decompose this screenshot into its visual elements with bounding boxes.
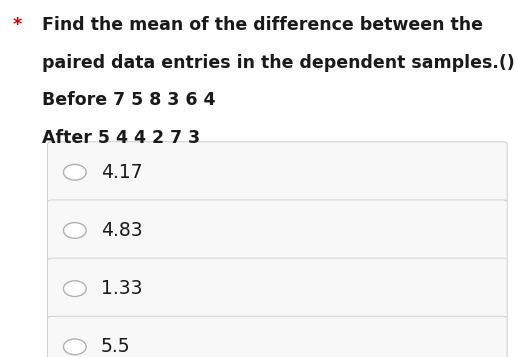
Text: 4.83: 4.83 <box>101 221 142 240</box>
Text: 5.5: 5.5 <box>101 337 130 356</box>
Text: 4.17: 4.17 <box>101 163 142 182</box>
Text: 1.33: 1.33 <box>101 279 142 298</box>
Text: paired data entries in the dependent samples.(): paired data entries in the dependent sam… <box>42 54 515 71</box>
Text: After 5 4 4 2 7 3: After 5 4 4 2 7 3 <box>42 129 200 146</box>
Text: Find the mean of the difference between the: Find the mean of the difference between … <box>42 16 483 34</box>
Text: Before 7 5 8 3 6 4: Before 7 5 8 3 6 4 <box>42 91 216 109</box>
Text: *: * <box>13 16 28 34</box>
